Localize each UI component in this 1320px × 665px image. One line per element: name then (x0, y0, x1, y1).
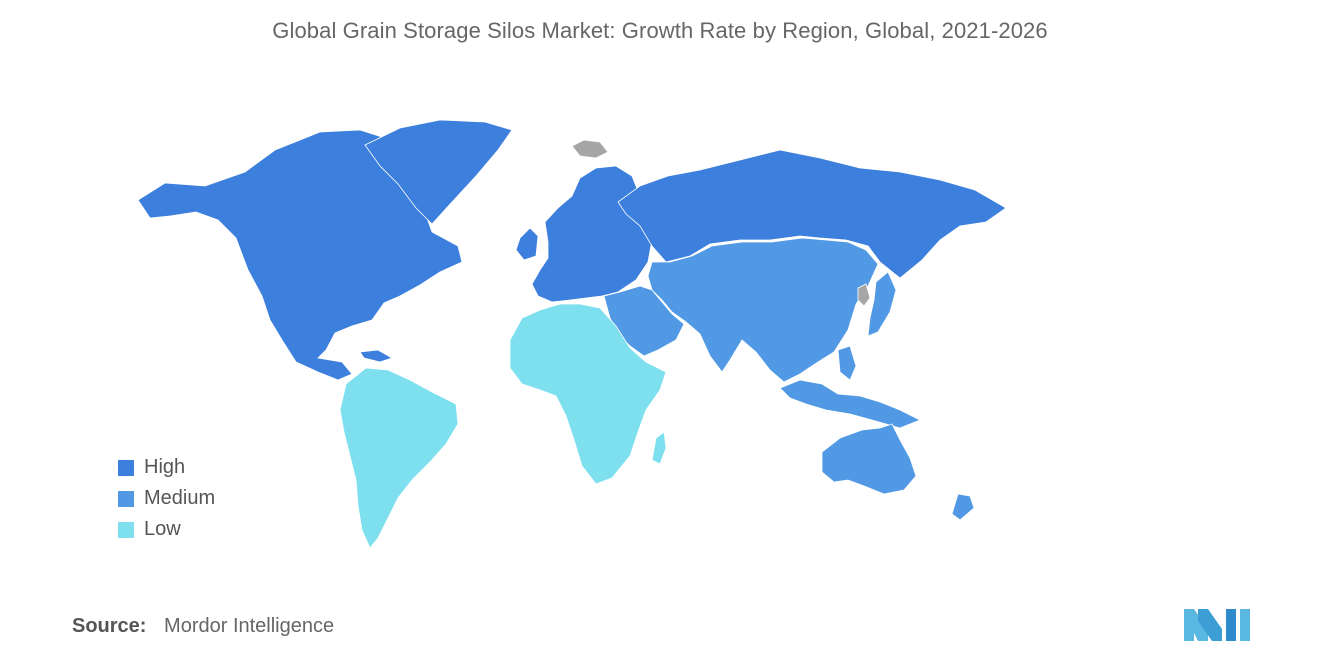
region-svalbard (571, 139, 609, 159)
legend-swatch-medium (118, 490, 134, 507)
region-japan (867, 271, 897, 337)
region-madagascar (651, 431, 667, 465)
legend-item-high: High (118, 452, 215, 483)
legend: High Medium Low (118, 452, 215, 545)
region-korea (857, 283, 871, 307)
region-north-america (137, 129, 463, 381)
region-new-zealand (951, 493, 975, 521)
region-philippines (837, 345, 857, 381)
region-asia (647, 237, 879, 383)
region-southeast-asia (779, 379, 921, 429)
region-uk (515, 227, 539, 261)
region-south-america (339, 367, 459, 549)
region-russia (617, 149, 1007, 279)
region-greenland (364, 119, 513, 225)
legend-label-low: Low (144, 518, 181, 540)
region-caribbean (359, 349, 393, 363)
source-note: Source: Mordor Intelligence (72, 615, 334, 638)
legend-label-high: High (144, 456, 186, 478)
source-key: Source: (72, 615, 147, 637)
legend-item-low: Low (118, 514, 215, 545)
legend-swatch-high (118, 459, 134, 476)
mordor-intelligence-logo-icon (1184, 603, 1250, 641)
region-australia (821, 423, 917, 495)
legend-swatch-low (118, 521, 134, 538)
region-europe (531, 165, 657, 303)
region-africa (509, 303, 667, 485)
legend-label-medium: Medium (144, 487, 216, 509)
legend-item-medium: Medium (118, 483, 215, 514)
source-value: Mordor Intelligence (164, 615, 335, 637)
chart-title: Global Grain Storage Silos Market: Growt… (272, 18, 1048, 43)
